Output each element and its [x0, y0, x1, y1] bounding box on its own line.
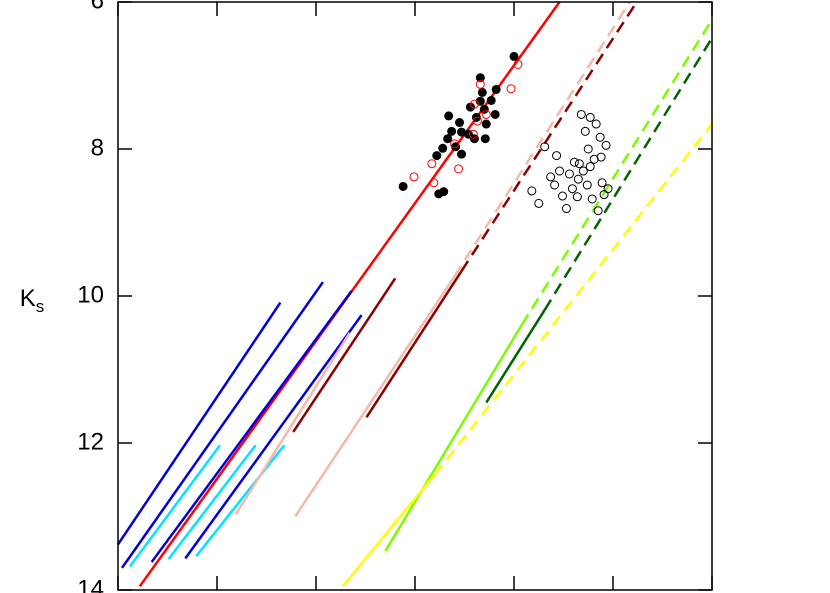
scatter-point	[564, 169, 574, 179]
scatter-point	[443, 134, 453, 144]
scatter-point	[455, 118, 465, 128]
scatter-point	[569, 157, 579, 167]
scatter-point	[583, 144, 593, 154]
line-segment	[167, 444, 257, 560]
scatter-point	[457, 149, 467, 159]
scatter-point	[438, 143, 448, 153]
scatter-point	[398, 181, 408, 191]
scatter-point	[506, 84, 516, 94]
scatter-point	[593, 206, 603, 216]
scatter-point	[574, 159, 584, 169]
y-tick-label: 6	[91, 0, 104, 14]
scatter-point	[429, 178, 439, 188]
line-segment	[520, 18, 714, 326]
scatter-point	[591, 119, 601, 129]
scatter-point	[585, 162, 595, 172]
y-tick-label: 8	[91, 134, 104, 161]
y-tick-label: 14	[77, 575, 104, 593]
scatter-point	[558, 191, 568, 201]
scatter-point	[576, 109, 586, 119]
scatter-point	[463, 129, 473, 139]
scatter-point	[469, 99, 479, 109]
scatter-point	[432, 151, 442, 161]
scatter-point	[509, 51, 519, 61]
scatter-point	[454, 164, 464, 174]
scatter-point	[567, 184, 577, 194]
scatter-point	[481, 119, 491, 129]
scatter-point	[472, 116, 482, 126]
scatter-point	[552, 151, 562, 161]
line-segment	[384, 324, 523, 552]
scatter-point	[490, 109, 500, 119]
scatter-point	[596, 152, 606, 162]
y-tick-label: 12	[77, 428, 104, 455]
line-segment	[234, 332, 351, 515]
scatter-point	[580, 126, 590, 136]
scatter-point	[409, 172, 419, 182]
line-segment	[453, 1, 631, 277]
scatter-point	[534, 198, 544, 208]
scatter-point	[540, 142, 550, 152]
line-segment	[195, 444, 286, 557]
line-segment	[120, 281, 324, 569]
scatter-point	[546, 172, 556, 182]
scatter-point	[573, 174, 583, 184]
scatter-point	[555, 166, 565, 176]
line-segment	[485, 309, 546, 404]
scatter-point	[477, 87, 487, 97]
scatter-point	[578, 166, 588, 176]
line-segment	[116, 301, 282, 546]
scatter-point	[486, 95, 496, 105]
y-axis-label: Ks	[20, 285, 45, 316]
line-segment	[543, 37, 714, 311]
scatter-point	[447, 126, 457, 136]
scatter-point	[475, 73, 485, 83]
line-segment	[292, 277, 397, 433]
scatter-point	[513, 59, 523, 69]
scatter-point	[595, 132, 605, 142]
scatter-point	[603, 184, 613, 194]
line-segment	[150, 290, 353, 563]
scatter-point	[561, 204, 571, 214]
scatter-point	[601, 140, 611, 150]
line-segment	[341, 473, 436, 588]
scatter-point	[427, 159, 437, 169]
line-segment	[128, 444, 221, 568]
scatter-point	[480, 134, 490, 144]
scatter-point	[572, 192, 582, 202]
scatter-point	[550, 180, 560, 190]
scatter-point	[475, 79, 485, 89]
scatter-point	[582, 180, 592, 190]
y-tick-label: 10	[77, 281, 104, 308]
line-segment	[460, 1, 638, 272]
scatter-point	[444, 111, 454, 121]
scatter-point	[481, 109, 491, 119]
line-segment	[433, 123, 713, 476]
scatter-point	[597, 178, 607, 188]
line-segment	[294, 275, 456, 518]
line-segment	[365, 270, 463, 418]
scatter-point	[589, 154, 599, 164]
scatter-point	[439, 187, 449, 197]
scatter-point	[527, 186, 537, 196]
scatter-point	[491, 84, 501, 94]
scatter-point	[450, 139, 460, 149]
line-segment	[184, 314, 363, 560]
scatter-point	[587, 194, 597, 204]
scatter-point	[479, 104, 489, 114]
scatter-point	[585, 112, 595, 122]
scatter-point	[468, 129, 478, 139]
